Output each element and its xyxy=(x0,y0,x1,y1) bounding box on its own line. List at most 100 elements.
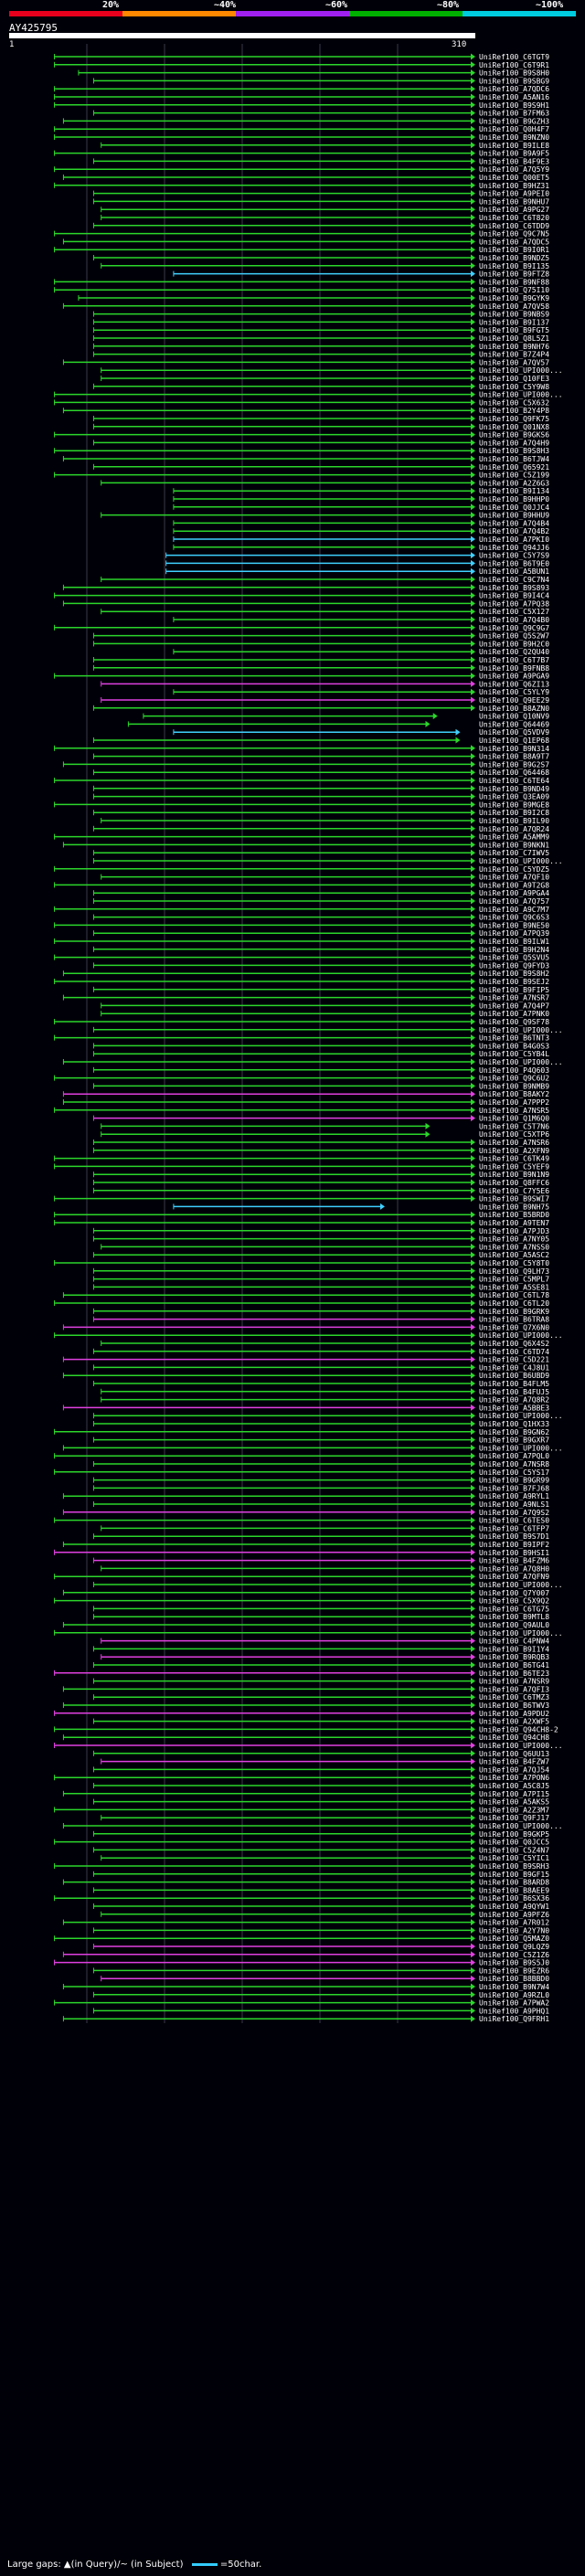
hit-row[interactable]: UniRef100_C6T7B7 xyxy=(92,656,549,664)
hit-row[interactable]: UniRef100_B9NF88 xyxy=(54,278,550,286)
hit-row[interactable]: UniRef100_A7PQ38 xyxy=(62,599,549,608)
hit-row[interactable]: UniRef100_C5Y7S9 xyxy=(165,552,550,560)
hit-row[interactable]: UniRef100_B9S8H3 xyxy=(54,447,550,455)
hit-row[interactable]: UniRef100_Q6UU13 xyxy=(92,1750,549,1758)
hit-row[interactable]: UniRef100_B4FUJ5 xyxy=(101,1388,550,1396)
hit-row[interactable]: UniRef100_A7PQL0 xyxy=(54,1452,550,1460)
hit-row[interactable]: UniRef100_A7QR24 xyxy=(92,825,549,833)
hit-row[interactable]: UniRef100_C6TL20 xyxy=(54,1299,550,1308)
hit-row[interactable]: UniRef100_Q7X6N0 xyxy=(62,1323,549,1331)
hit-row[interactable]: UniRef100_B9A9F5 xyxy=(54,150,550,158)
hit-row[interactable]: UniRef100_C5YIC1 xyxy=(101,1854,550,1862)
hit-row[interactable]: UniRef100_A9PDU2 xyxy=(54,1710,550,1718)
hit-row[interactable]: UniRef100_A2Z6G3 xyxy=(101,479,550,487)
hit-row[interactable]: UniRef100_A9C7M7 xyxy=(54,906,550,914)
hit-row[interactable]: UniRef100_A7Q4B0 xyxy=(173,616,549,624)
hit-row[interactable]: UniRef100_C5X9Q2 xyxy=(54,1597,550,1606)
hit-row[interactable]: UniRef100_A2Y7N0 xyxy=(92,1926,549,1935)
hit-row[interactable]: UniRef100_UPI000... xyxy=(54,391,563,399)
hit-row[interactable]: UniRef100_A9T2G8 xyxy=(54,881,550,889)
hit-row[interactable]: UniRef100_B9I1Y4 xyxy=(92,1645,549,1653)
hit-row[interactable]: UniRef100_UPI000... xyxy=(92,1026,563,1034)
hit-row[interactable]: UniRef100_C5YS17 xyxy=(54,1468,550,1477)
hit-row[interactable]: UniRef100_Q0JJC4 xyxy=(173,504,549,512)
hit-row[interactable]: UniRef100_B9FGT5 xyxy=(92,326,549,334)
hit-row[interactable]: UniRef100_B9I0R1 xyxy=(54,246,550,254)
hit-row[interactable]: UniRef100_C5YLY9 xyxy=(173,688,549,696)
hit-row[interactable]: UniRef100_C6TL78 xyxy=(62,1291,549,1299)
hit-row[interactable]: UniRef100_B9GRK9 xyxy=(92,1308,549,1316)
hit-row[interactable]: UniRef100_C9C7N4 xyxy=(101,576,550,584)
hit-row[interactable]: UniRef100_B9I134 xyxy=(173,487,549,495)
hit-row[interactable]: UniRef100_C4PNW4 xyxy=(101,1638,550,1646)
hit-row[interactable]: UniRef100_UPI000... xyxy=(62,1444,563,1452)
hit-row[interactable]: UniRef100_B9SWI7 xyxy=(54,1195,550,1203)
hit-row[interactable]: UniRef100_B9S5J0 xyxy=(54,1959,550,1967)
hit-row[interactable]: UniRef100_B9MGE8 xyxy=(54,800,550,809)
hit-row[interactable]: UniRef100_A7QFI3 xyxy=(62,1685,549,1693)
hit-row[interactable]: UniRef100_Q2QU40 xyxy=(173,648,549,656)
hit-row[interactable]: UniRef100_A9PGA9 xyxy=(54,673,550,681)
hit-row[interactable]: UniRef100_C5XTP6 xyxy=(101,1130,550,1139)
hit-row[interactable]: UniRef100_Q10NV9 xyxy=(143,713,549,721)
hit-row[interactable]: UniRef100_B9GF15 xyxy=(92,1871,549,1879)
hit-row[interactable]: UniRef100_B9IPF2 xyxy=(62,1541,549,1549)
hit-row[interactable]: UniRef100_Q5VDV9 xyxy=(173,728,549,737)
hit-row[interactable]: UniRef100_A5BUN1 xyxy=(165,567,550,576)
hit-row[interactable]: UniRef100_B9FIP5 xyxy=(92,986,549,994)
hit-row[interactable]: UniRef100_A7NSS0 xyxy=(101,1243,550,1251)
hit-row[interactable]: UniRef100_Q65921 xyxy=(92,463,549,472)
hit-row[interactable]: UniRef100_B9S893 xyxy=(62,584,549,592)
hit-row[interactable]: UniRef100_B9FNB8 xyxy=(92,664,549,673)
hit-row[interactable]: UniRef100_A9QYW1 xyxy=(92,1903,549,1911)
hit-row[interactable]: UniRef100_A7Q5Y9 xyxy=(54,165,550,174)
hit-row[interactable]: UniRef100_B9H2N4 xyxy=(92,946,549,954)
hit-row[interactable]: UniRef100_Q94CH8-2 xyxy=(54,1725,558,1733)
hit-row[interactable]: UniRef100_B9MTL8 xyxy=(92,1613,549,1621)
hit-row[interactable]: UniRef100_A7PNK0 xyxy=(101,1010,550,1018)
hit-row[interactable]: UniRef100_Q75I10 xyxy=(54,286,550,294)
hit-row[interactable]: UniRef100_B9NHU7 xyxy=(92,197,549,206)
hit-row[interactable]: UniRef100_B7Z4P4 xyxy=(92,351,549,359)
hit-row[interactable]: UniRef100_A2XFN9 xyxy=(92,1147,549,1155)
hit-row[interactable]: UniRef100_B9I2C8 xyxy=(92,809,549,817)
hit-row[interactable]: UniRef100_B6SX36 xyxy=(54,1894,550,1903)
hit-row[interactable]: UniRef100_B9GZH3 xyxy=(62,117,549,125)
hit-row[interactable]: UniRef100_A7NSR5 xyxy=(54,1107,550,1115)
hit-row[interactable]: UniRef100_C5X127 xyxy=(101,608,550,616)
hit-row[interactable]: UniRef100_Q1EP68 xyxy=(92,737,549,745)
hit-row[interactable]: UniRef100_Q00ET5 xyxy=(62,174,549,182)
hit-row[interactable]: UniRef100_B9S9H1 xyxy=(54,101,550,110)
hit-row[interactable]: UniRef100_UPI000... xyxy=(101,366,563,375)
hit-row[interactable]: UniRef100_B9N7W4 xyxy=(62,1983,549,1991)
hit-row[interactable]: UniRef100_Q0JCC5 xyxy=(54,1839,550,1847)
hit-row[interactable]: UniRef100_B9N1N9 xyxy=(92,1171,549,1179)
hit-row[interactable]: UniRef100_B2Y4P8 xyxy=(62,407,549,415)
hit-row[interactable]: UniRef100_A7Q4B2 xyxy=(173,527,549,535)
hit-row[interactable]: UniRef100_B7FJ68 xyxy=(92,1484,549,1492)
hit-row[interactable]: UniRef100_C6TE64 xyxy=(54,777,550,785)
hit-row[interactable]: UniRef100_A7QFN9 xyxy=(54,1573,550,1581)
hit-row[interactable]: UniRef100_B6TNT3 xyxy=(54,1034,550,1043)
hit-row[interactable]: UniRef100_A5SE81 xyxy=(92,1283,549,1291)
hit-row[interactable]: UniRef100_A9PEI0 xyxy=(92,190,549,198)
hit-row[interactable]: UniRef100_C6TMZ3 xyxy=(92,1693,549,1701)
hit-row[interactable]: UniRef100_UPI000... xyxy=(54,1742,563,1750)
hit-row[interactable]: UniRef100_B9GN62 xyxy=(54,1428,550,1436)
hit-row[interactable]: UniRef100_B9GR99 xyxy=(92,1477,549,1485)
hit-row[interactable]: UniRef100_A7Q9S2 xyxy=(62,1509,549,1517)
hit-row[interactable]: UniRef100_C5MPL7 xyxy=(92,1276,549,1284)
hit-row[interactable]: UniRef100_A2XWF5 xyxy=(92,1718,549,1726)
hit-row[interactable]: UniRef100_B6TWV3 xyxy=(62,1701,549,1710)
hit-row[interactable]: UniRef100_A7Q757 xyxy=(92,897,549,906)
hit-row[interactable]: UniRef100_Q6ZI13 xyxy=(101,680,550,688)
hit-row[interactable]: UniRef100_A7NSR7 xyxy=(62,994,549,1002)
hit-row[interactable]: UniRef100_UPI000... xyxy=(92,1581,563,1589)
hit-row[interactable]: UniRef100_B9GXR7 xyxy=(92,1436,549,1445)
hit-row[interactable]: UniRef100_A5AMM9 xyxy=(54,833,550,842)
hit-row[interactable]: UniRef100_C5T7N6 xyxy=(101,1122,550,1130)
hit-row[interactable]: UniRef100_Q9C6U2 xyxy=(54,1075,550,1083)
hit-row[interactable]: UniRef100_A7PWA2 xyxy=(54,1999,550,2008)
hit-row[interactable]: UniRef100_C5Y8T0 xyxy=(54,1259,550,1267)
hit-row[interactable]: UniRef100_C6TGT9 xyxy=(54,53,550,61)
